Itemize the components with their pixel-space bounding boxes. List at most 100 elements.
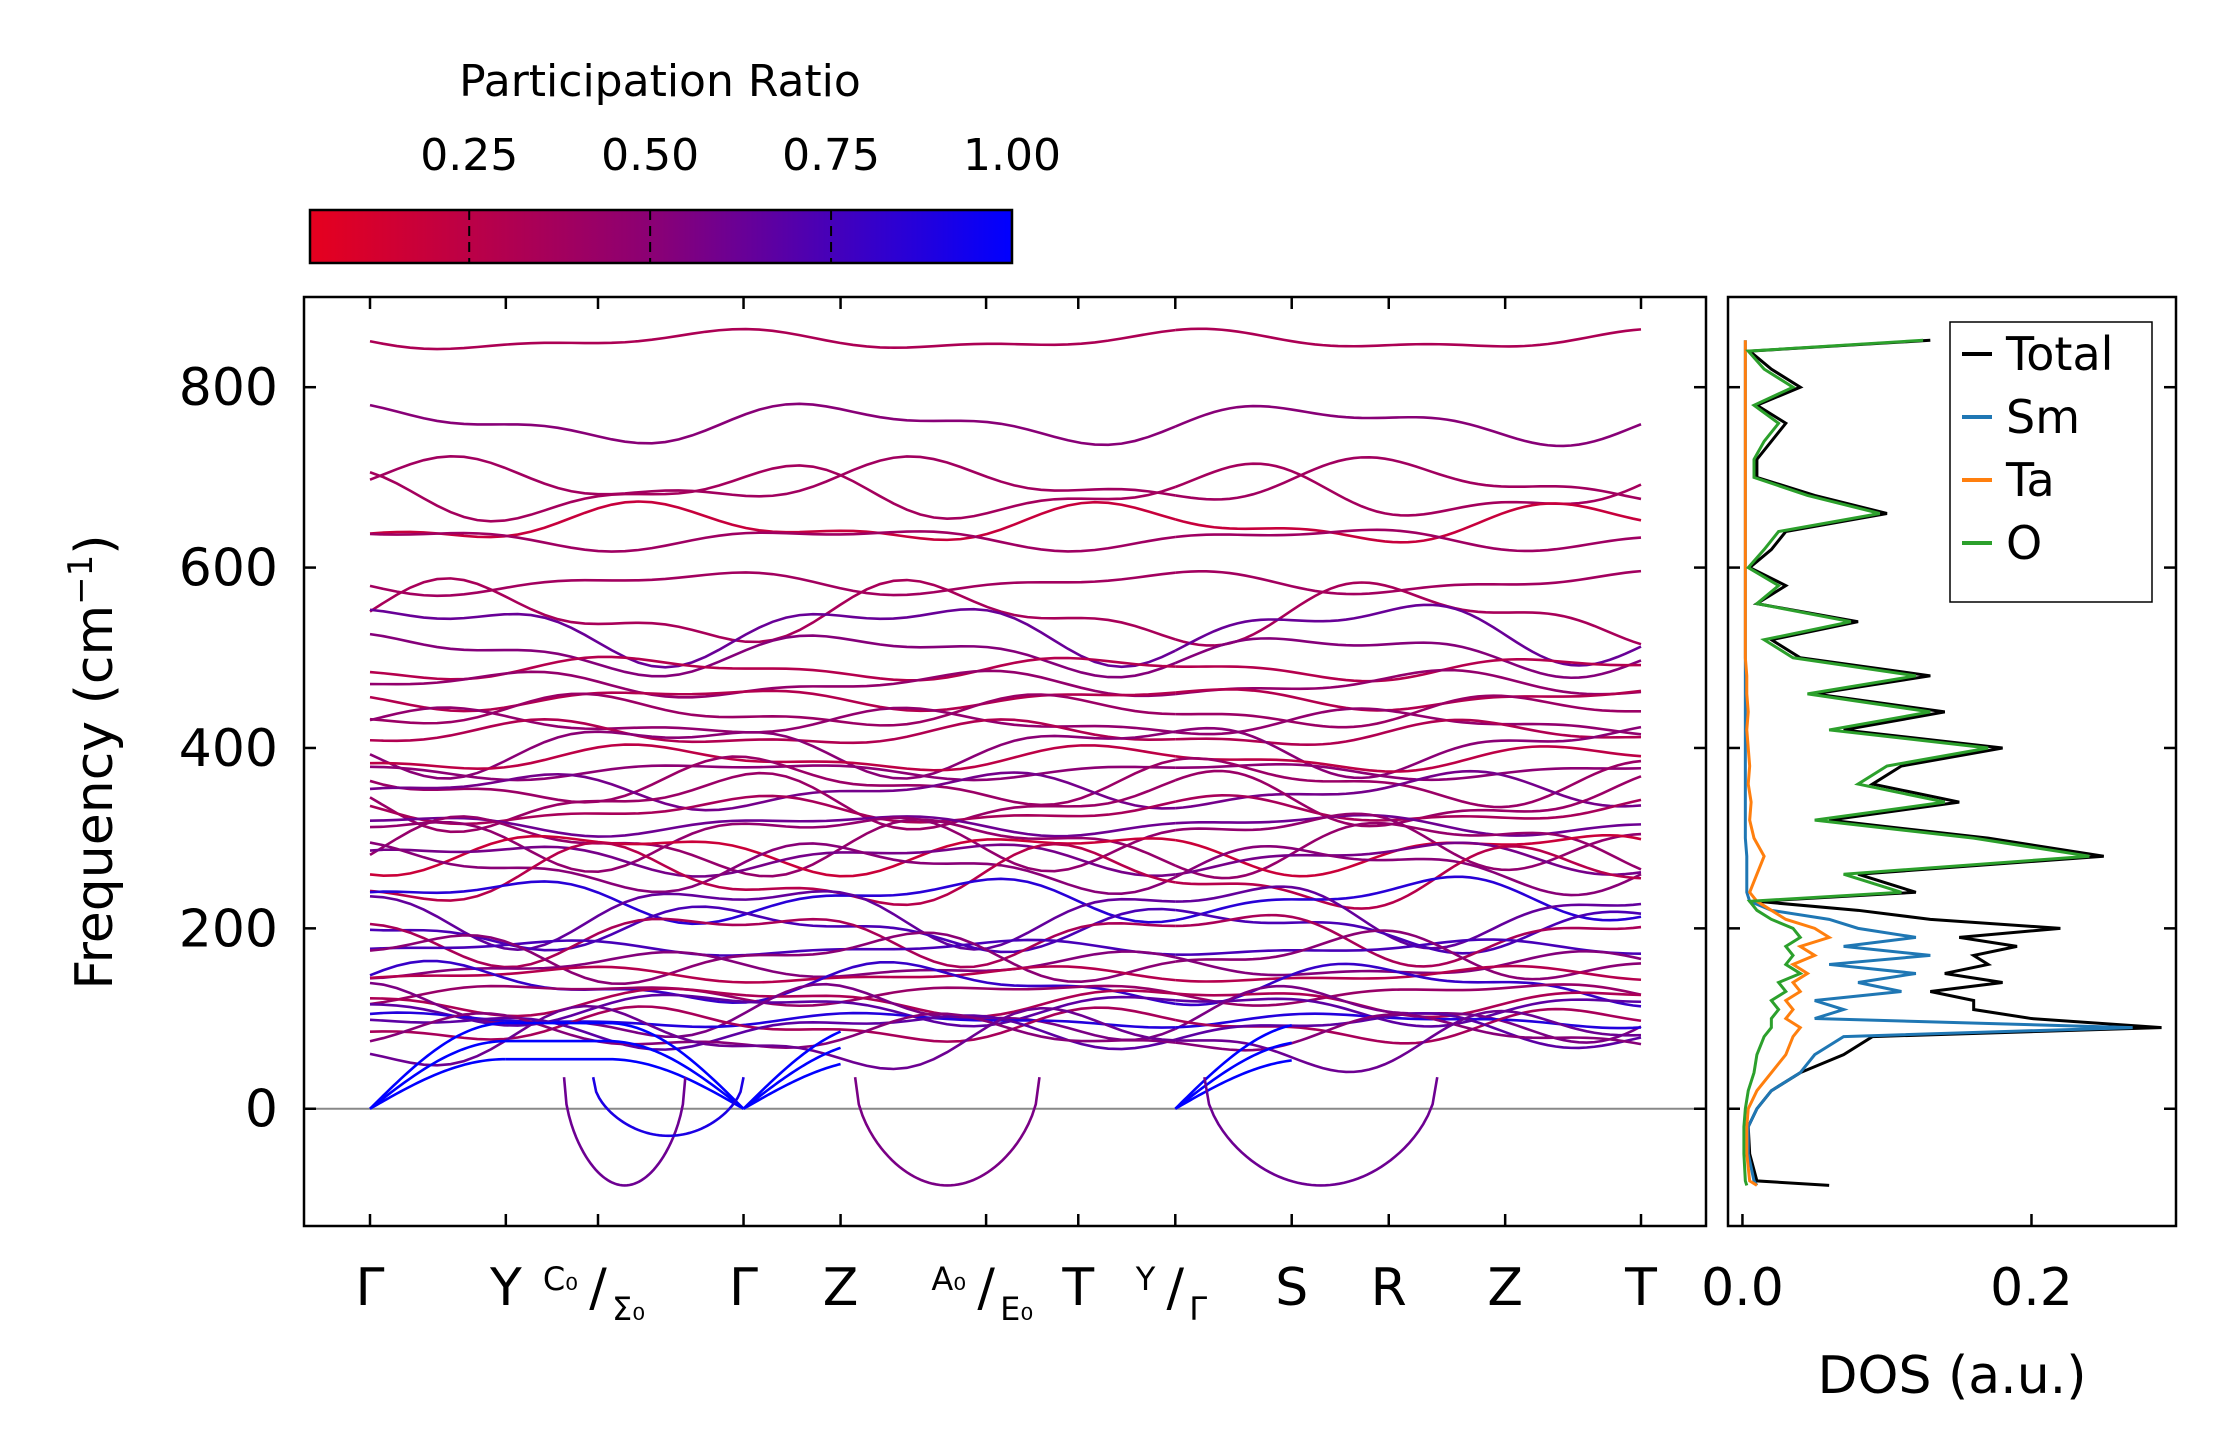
ylabel-superscript: −1	[61, 555, 101, 605]
acoustic-branch	[1174, 1059, 1292, 1110]
optical-branch	[1174, 404, 1642, 448]
dos-curves	[1742, 338, 2162, 1187]
k-point-label: Z	[1487, 1258, 1523, 1318]
optical-branch	[369, 706, 1176, 734]
optical-branch	[1175, 769, 1642, 810]
legend-label: O	[2006, 516, 2042, 570]
optical-branch	[369, 905, 1176, 954]
dos-axes-frame	[1726, 295, 2178, 1228]
optical-branch	[369, 571, 1176, 598]
optical-branch	[369, 669, 1176, 699]
optical-branch	[369, 794, 1176, 826]
ylabel-main: Frequency (cm	[65, 605, 125, 990]
dos-tick-label: 0.0	[1701, 1258, 1784, 1318]
optical-branch	[1175, 813, 1642, 837]
optical-branch	[1174, 844, 1642, 897]
optical-branch	[369, 841, 1176, 896]
acoustic-branch	[369, 1057, 506, 1110]
k-point-label: S	[1275, 1258, 1308, 1318]
k-point-label: R	[1371, 1258, 1407, 1318]
optical-branch	[1174, 462, 1642, 517]
optical-branch	[1175, 725, 1642, 780]
optical-branch	[369, 454, 1176, 498]
optical-branch	[369, 655, 1176, 682]
optical-branch	[369, 692, 1176, 727]
optical-branch	[1175, 668, 1642, 696]
optical-branch	[1175, 1013, 1642, 1052]
acoustic-branch	[505, 1057, 745, 1110]
acoustic-branch	[1174, 1041, 1292, 1110]
y-tick-label: 800	[179, 358, 278, 418]
optical-branch	[1175, 929, 1642, 981]
optical-branch	[369, 877, 1176, 926]
optical-branch	[369, 984, 1176, 1008]
optical-branch	[369, 771, 1176, 812]
y-tick-label: 200	[179, 899, 278, 959]
k-label-slash: /	[1167, 1258, 1185, 1318]
optical-branch	[1175, 997, 1642, 1028]
optical-branch	[369, 815, 1176, 838]
k-point-label: T	[1624, 1258, 1657, 1318]
optical-branch	[369, 834, 1176, 878]
frequency-axis-ticks: 0 200 400 600 800	[179, 358, 1706, 1140]
optical-branch	[1175, 694, 1642, 729]
k-point-label: Y	[489, 1258, 522, 1318]
optical-branch	[1174, 821, 1642, 880]
dos-panel: 0.0 0.2 DOS (a.u.) Total Sm Ta O	[1701, 295, 2178, 1406]
optical-branch	[369, 1014, 1176, 1051]
optical-branch	[1175, 658, 1642, 683]
optical-branch	[369, 889, 1176, 952]
band-axes-frame	[302, 295, 1708, 1228]
optical-branch	[369, 815, 1176, 878]
acoustic-branch	[505, 1039, 745, 1110]
optical-branch	[369, 965, 1176, 984]
colorbar-gradient	[308, 208, 1014, 265]
k-label-left: A₀	[931, 1260, 966, 1298]
k-label-slash: /	[977, 1258, 995, 1318]
k-label-slash: /	[589, 1258, 607, 1318]
dos-axis-ticks: 0.0 0.2	[1701, 385, 2176, 1318]
optical-branch	[369, 1011, 1176, 1029]
legend-label: Sm	[2006, 390, 2080, 444]
acoustic-branch	[742, 1030, 842, 1110]
optical-branch	[369, 917, 1176, 969]
optical-branch	[1174, 769, 1642, 828]
optical-branch	[369, 843, 1176, 878]
optical-branch	[1175, 913, 1642, 968]
acoustic-branch	[1174, 1023, 1293, 1110]
legend-label: Ta	[2005, 453, 2055, 507]
dos-axis-label: DOS (a.u.)	[1818, 1346, 2087, 1406]
colorbar-tick-label: 0.50	[601, 130, 699, 181]
colorbar: Participation Ratio 0.25 0.50 0.75 1.00	[308, 56, 1061, 265]
k-point-label: Γ	[729, 1258, 758, 1318]
dos-tick-label: 0.2	[1990, 1258, 2073, 1318]
optical-branch	[369, 327, 1176, 351]
legend-label: Total	[2005, 327, 2113, 381]
imaginary-branch	[853, 1077, 1041, 1187]
frequency-axis-label: Frequency (cm−1)	[61, 534, 125, 989]
y-tick-label: 400	[179, 719, 278, 779]
optical-branch	[369, 530, 1176, 553]
k-point-label: Γ	[356, 1258, 385, 1318]
optical-branch	[1175, 327, 1642, 348]
k-label-right: Σ₀	[612, 1290, 645, 1328]
optical-branch	[1175, 885, 1642, 950]
optical-branch	[1175, 688, 1642, 712]
colorbar-tick-label: 1.00	[963, 130, 1061, 181]
optical-branch	[369, 577, 1176, 644]
dos-curve-ta	[1743, 340, 1833, 1187]
optical-branch	[1175, 718, 1642, 747]
optical-branch	[369, 981, 1176, 1042]
optical-branch	[369, 730, 1176, 780]
colorbar-ticks: 0.25 0.50 0.75 1.00	[420, 130, 1061, 263]
imaginary-branch	[562, 1077, 687, 1187]
high-symmetry-lines	[368, 297, 1643, 1226]
phonon-bands	[369, 327, 1642, 1187]
k-point-split-label: Y / Γ	[1135, 1258, 1208, 1328]
optical-branch	[1175, 528, 1642, 553]
optical-branch	[369, 1012, 1176, 1050]
acoustic-branch	[505, 1021, 745, 1110]
optical-branch	[369, 464, 1176, 523]
optical-branch	[1175, 875, 1642, 922]
optical-branch	[369, 1005, 1176, 1043]
